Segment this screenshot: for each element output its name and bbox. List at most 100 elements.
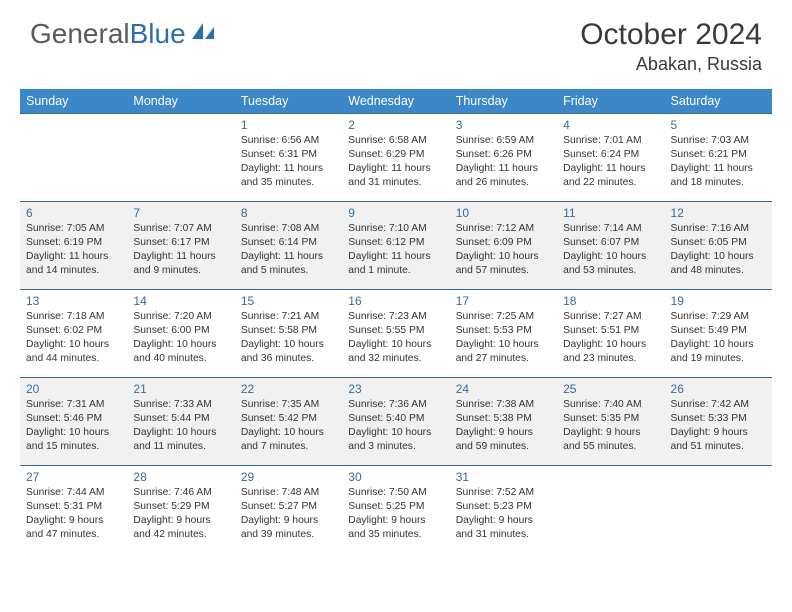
day-details: Sunrise: 7:20 AMSunset: 6:00 PMDaylight:… [133,310,228,366]
day-cell: 1Sunrise: 6:56 AMSunset: 6:31 PMDaylight… [235,114,342,202]
day-cell: 14Sunrise: 7:20 AMSunset: 6:00 PMDayligh… [127,290,234,378]
day-details: Sunrise: 7:21 AMSunset: 5:58 PMDaylight:… [241,310,336,366]
day-number: 27 [26,469,121,485]
day-cell: 18Sunrise: 7:27 AMSunset: 5:51 PMDayligh… [557,290,664,378]
day-details: Sunrise: 7:08 AMSunset: 6:14 PMDaylight:… [241,222,336,278]
logo-part1: General [30,18,130,49]
day-cell: 26Sunrise: 7:42 AMSunset: 5:33 PMDayligh… [665,378,772,466]
day-cell: 17Sunrise: 7:25 AMSunset: 5:53 PMDayligh… [450,290,557,378]
day-details: Sunrise: 7:27 AMSunset: 5:51 PMDaylight:… [563,310,658,366]
day-number: 2 [348,117,443,133]
day-details: Sunrise: 7:10 AMSunset: 6:12 PMDaylight:… [348,222,443,278]
day-details: Sunrise: 7:33 AMSunset: 5:44 PMDaylight:… [133,398,228,454]
day-number: 29 [241,469,336,485]
day-cell: 8Sunrise: 7:08 AMSunset: 6:14 PMDaylight… [235,202,342,290]
empty-cell [557,466,664,554]
week-row: 1Sunrise: 6:56 AMSunset: 6:31 PMDaylight… [20,114,772,202]
day-cell: 11Sunrise: 7:14 AMSunset: 6:07 PMDayligh… [557,202,664,290]
month-title: October 2024 [580,18,762,52]
calendar-table: SundayMondayTuesdayWednesdayThursdayFrid… [20,89,772,554]
day-cell: 13Sunrise: 7:18 AMSunset: 6:02 PMDayligh… [20,290,127,378]
day-details: Sunrise: 7:16 AMSunset: 6:05 PMDaylight:… [671,222,766,278]
day-details: Sunrise: 7:52 AMSunset: 5:23 PMDaylight:… [456,486,551,542]
day-details: Sunrise: 7:46 AMSunset: 5:29 PMDaylight:… [133,486,228,542]
day-cell: 24Sunrise: 7:38 AMSunset: 5:38 PMDayligh… [450,378,557,466]
empty-cell [665,466,772,554]
day-details: Sunrise: 7:38 AMSunset: 5:38 PMDaylight:… [456,398,551,454]
day-number: 24 [456,381,551,397]
day-cell: 7Sunrise: 7:07 AMSunset: 6:17 PMDaylight… [127,202,234,290]
day-details: Sunrise: 7:44 AMSunset: 5:31 PMDaylight:… [26,486,121,542]
day-details: Sunrise: 7:23 AMSunset: 5:55 PMDaylight:… [348,310,443,366]
logo-part2: Blue [130,18,186,49]
day-number: 3 [456,117,551,133]
day-number: 19 [671,293,766,309]
day-details: Sunrise: 7:40 AMSunset: 5:35 PMDaylight:… [563,398,658,454]
day-cell: 20Sunrise: 7:31 AMSunset: 5:46 PMDayligh… [20,378,127,466]
title-block: October 2024 Abakan, Russia [580,18,762,75]
logo-text: GeneralBlue [30,18,186,50]
day-number: 18 [563,293,658,309]
day-header: Tuesday [235,89,342,114]
day-cell: 25Sunrise: 7:40 AMSunset: 5:35 PMDayligh… [557,378,664,466]
day-cell: 29Sunrise: 7:48 AMSunset: 5:27 PMDayligh… [235,466,342,554]
location: Abakan, Russia [580,54,762,75]
day-cell: 31Sunrise: 7:52 AMSunset: 5:23 PMDayligh… [450,466,557,554]
logo-sail-icon [190,21,216,48]
day-details: Sunrise: 7:18 AMSunset: 6:02 PMDaylight:… [26,310,121,366]
day-details: Sunrise: 7:50 AMSunset: 5:25 PMDaylight:… [348,486,443,542]
calendar-body: 1Sunrise: 6:56 AMSunset: 6:31 PMDaylight… [20,114,772,554]
day-cell: 15Sunrise: 7:21 AMSunset: 5:58 PMDayligh… [235,290,342,378]
day-number: 23 [348,381,443,397]
day-header: Saturday [665,89,772,114]
day-details: Sunrise: 7:35 AMSunset: 5:42 PMDaylight:… [241,398,336,454]
day-number: 22 [241,381,336,397]
day-number: 14 [133,293,228,309]
day-number: 15 [241,293,336,309]
day-details: Sunrise: 7:14 AMSunset: 6:07 PMDaylight:… [563,222,658,278]
week-row: 6Sunrise: 7:05 AMSunset: 6:19 PMDaylight… [20,202,772,290]
day-number: 30 [348,469,443,485]
day-header: Monday [127,89,234,114]
day-cell: 9Sunrise: 7:10 AMSunset: 6:12 PMDaylight… [342,202,449,290]
day-details: Sunrise: 7:31 AMSunset: 5:46 PMDaylight:… [26,398,121,454]
day-details: Sunrise: 7:05 AMSunset: 6:19 PMDaylight:… [26,222,121,278]
day-cell: 28Sunrise: 7:46 AMSunset: 5:29 PMDayligh… [127,466,234,554]
day-cell: 27Sunrise: 7:44 AMSunset: 5:31 PMDayligh… [20,466,127,554]
day-details: Sunrise: 7:01 AMSunset: 6:24 PMDaylight:… [563,134,658,190]
empty-cell [127,114,234,202]
day-cell: 23Sunrise: 7:36 AMSunset: 5:40 PMDayligh… [342,378,449,466]
empty-cell [20,114,127,202]
day-number: 7 [133,205,228,221]
day-number: 16 [348,293,443,309]
day-cell: 12Sunrise: 7:16 AMSunset: 6:05 PMDayligh… [665,202,772,290]
day-header-row: SundayMondayTuesdayWednesdayThursdayFrid… [20,89,772,114]
day-header: Friday [557,89,664,114]
day-number: 26 [671,381,766,397]
day-details: Sunrise: 7:03 AMSunset: 6:21 PMDaylight:… [671,134,766,190]
day-details: Sunrise: 7:29 AMSunset: 5:49 PMDaylight:… [671,310,766,366]
logo: GeneralBlue [30,18,216,50]
day-header: Wednesday [342,89,449,114]
day-cell: 5Sunrise: 7:03 AMSunset: 6:21 PMDaylight… [665,114,772,202]
day-details: Sunrise: 7:36 AMSunset: 5:40 PMDaylight:… [348,398,443,454]
day-details: Sunrise: 6:59 AMSunset: 6:26 PMDaylight:… [456,134,551,190]
day-cell: 16Sunrise: 7:23 AMSunset: 5:55 PMDayligh… [342,290,449,378]
week-row: 27Sunrise: 7:44 AMSunset: 5:31 PMDayligh… [20,466,772,554]
day-cell: 2Sunrise: 6:58 AMSunset: 6:29 PMDaylight… [342,114,449,202]
day-cell: 21Sunrise: 7:33 AMSunset: 5:44 PMDayligh… [127,378,234,466]
day-number: 8 [241,205,336,221]
day-cell: 4Sunrise: 7:01 AMSunset: 6:24 PMDaylight… [557,114,664,202]
day-header: Sunday [20,89,127,114]
day-details: Sunrise: 7:48 AMSunset: 5:27 PMDaylight:… [241,486,336,542]
day-number: 12 [671,205,766,221]
week-row: 20Sunrise: 7:31 AMSunset: 5:46 PMDayligh… [20,378,772,466]
day-details: Sunrise: 7:07 AMSunset: 6:17 PMDaylight:… [133,222,228,278]
day-details: Sunrise: 7:42 AMSunset: 5:33 PMDaylight:… [671,398,766,454]
day-cell: 19Sunrise: 7:29 AMSunset: 5:49 PMDayligh… [665,290,772,378]
day-number: 4 [563,117,658,133]
day-number: 31 [456,469,551,485]
day-header: Thursday [450,89,557,114]
day-number: 28 [133,469,228,485]
day-details: Sunrise: 6:58 AMSunset: 6:29 PMDaylight:… [348,134,443,190]
